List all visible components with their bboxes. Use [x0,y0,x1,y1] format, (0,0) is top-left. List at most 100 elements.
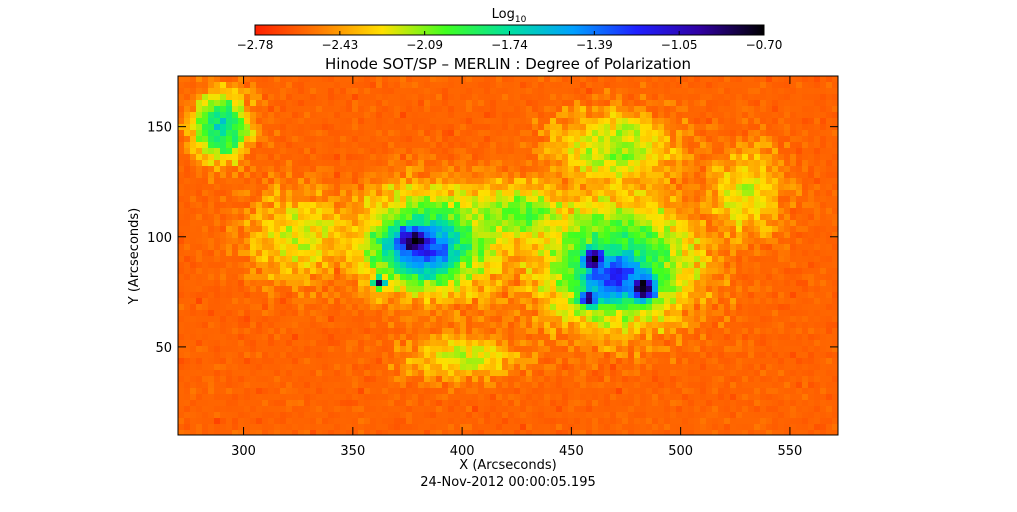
heatmap-cell [466,334,473,341]
heatmap-cell [286,238,293,245]
heatmap-cell [376,172,383,179]
heatmap-cell [820,142,827,149]
heatmap-cell [628,106,635,113]
heatmap-cell [706,286,713,293]
heatmap-cell [382,82,389,89]
heatmap-cell [436,148,443,155]
heatmap-cell [226,226,233,233]
heatmap-cell [340,148,347,155]
heatmap-cell [610,136,617,143]
heatmap-cell [658,244,665,251]
heatmap-cell [556,136,563,143]
heatmap-cell [664,136,671,143]
heatmap-cell [346,208,353,215]
heatmap-cell [358,232,365,239]
heatmap-cell [580,262,587,269]
heatmap-cell [274,274,281,281]
heatmap-cell [586,292,593,299]
heatmap-cell [532,220,539,227]
heatmap-cell [568,124,575,131]
heatmap-cell [256,262,263,269]
heatmap-cell [694,130,701,137]
heatmap-cell [502,250,509,257]
heatmap-cell [790,238,797,245]
heatmap-cell [574,190,581,197]
heatmap-cell [826,214,833,221]
heatmap-cell [766,100,773,107]
heatmap-cell [676,256,683,263]
heatmap-cell [472,208,479,215]
heatmap-cell [472,106,479,113]
heatmap-cell [622,148,629,155]
heatmap-cell [730,328,737,335]
heatmap-cell [538,286,545,293]
heatmap-cell [286,250,293,257]
heatmap-cell [178,268,185,275]
heatmap-cell [616,322,623,329]
heatmap-cell [268,268,275,275]
heatmap-cell [190,292,197,299]
heatmap-cell [664,328,671,335]
heatmap-cell [796,268,803,275]
heatmap-cell [736,334,743,341]
heatmap-cell [316,256,323,263]
heatmap-cell [406,106,413,113]
heatmap-cell [718,304,725,311]
heatmap-cell [448,250,455,257]
heatmap-cell [514,172,521,179]
heatmap-cell [736,136,743,143]
heatmap-cell [220,316,227,323]
heatmap-cell [832,196,838,203]
heatmap-cell [586,232,593,239]
heatmap-cell [784,238,791,245]
heatmap-cell [424,106,431,113]
heatmap-cell [682,280,689,287]
heatmap-cell [526,244,533,251]
heatmap-cell [232,136,239,143]
heatmap-cell [640,184,647,191]
heatmap-cell [406,286,413,293]
heatmap-cell [652,274,659,281]
heatmap-cell [502,238,509,245]
heatmap-cell [700,184,707,191]
heatmap-cell [268,304,275,311]
heatmap-cell [178,346,185,353]
heatmap-cell [376,88,383,95]
heatmap-cell [388,280,395,287]
heatmap-cell [256,304,263,311]
heatmap-cell [646,148,653,155]
heatmap-cell [832,100,838,107]
heatmap-cell [490,184,497,191]
heatmap-cell [634,154,641,161]
heatmap-cell [340,184,347,191]
heatmap-cell [616,82,623,89]
heatmap-cell [508,184,515,191]
heatmap-cell [286,292,293,299]
heatmap-cell [712,304,719,311]
heatmap-cell [202,232,209,239]
heatmap-cell [622,118,629,125]
heatmap-cell [730,100,737,107]
heatmap-cell [196,76,203,83]
heatmap-cell [364,226,371,233]
heatmap-cell [508,106,515,113]
heatmap-cell [628,208,635,215]
heatmap-cell [586,184,593,191]
heatmap-cell [334,160,341,167]
heatmap-cell [634,208,641,215]
heatmap-cell [634,322,641,329]
heatmap-cell [208,130,215,137]
heatmap-cell [814,304,821,311]
heatmap-cell [406,238,413,245]
heatmap-cell [502,286,509,293]
heatmap-cell [472,166,479,173]
heatmap-cell [790,112,797,119]
heatmap-cell [604,220,611,227]
heatmap-cell [394,88,401,95]
heatmap-cell [238,106,245,113]
heatmap-cell [280,346,287,353]
heatmap-cell [268,142,275,149]
heatmap-cell [286,340,293,347]
heatmap-cell [316,112,323,119]
